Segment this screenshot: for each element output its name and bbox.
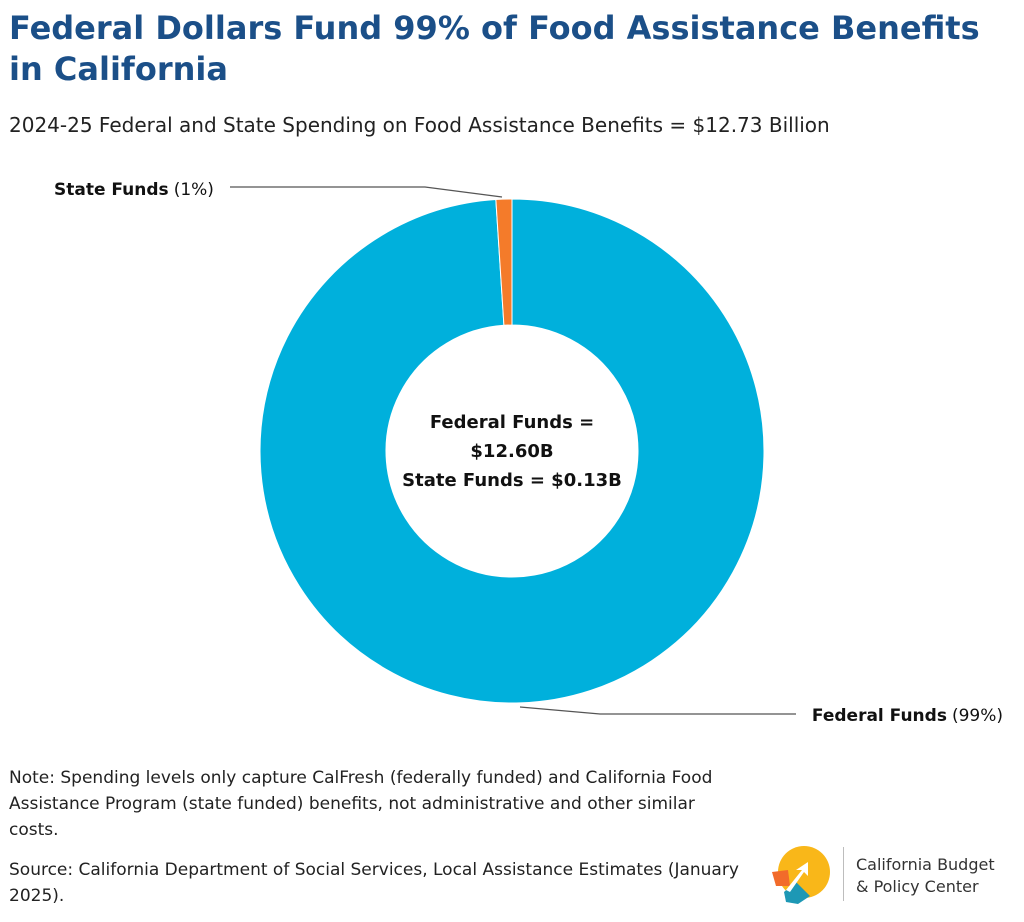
federal-funds-label: Federal Funds (99%)	[812, 706, 1003, 726]
logo-orange-shape	[772, 870, 790, 886]
state-funds-label-name: State Funds	[54, 180, 169, 200]
chart-title: Federal Dollars Fund 99% of Food Assista…	[9, 9, 980, 88]
logo-divider	[843, 847, 844, 901]
center-line-2: $12.60B	[470, 441, 553, 462]
center-line-1: Federal Funds =	[430, 412, 594, 433]
federal-funds-label-percent: (99%)	[952, 706, 1003, 726]
federal-funds-leader-line	[519, 706, 796, 715]
state-funds-label: State Funds (1%)	[54, 180, 214, 200]
state-funds-leader-line	[230, 186, 503, 198]
state-funds-label-percent: (1%)	[174, 180, 214, 200]
slice-federal-funds	[259, 198, 765, 704]
logo-line-1: California Budget	[856, 855, 995, 874]
slice-state-funds	[495, 198, 513, 326]
center-line-3: State Funds = $0.13B	[402, 470, 622, 491]
logo-line-2: & Policy Center	[856, 877, 979, 896]
logo-text: California Budget & Policy Center	[856, 854, 995, 898]
chart-source: Source: California Department of Social …	[9, 860, 739, 906]
donut-chart: State Funds (1%) Federal Funds (99%) Feder…	[54, 180, 1003, 726]
chart-note: Note: Spending levels only capture CalFr…	[9, 768, 713, 840]
cbpc-logo-icon	[772, 846, 830, 904]
donut-slices	[259, 198, 765, 704]
logo-arrow-shape	[786, 862, 808, 892]
federal-funds-label-name: Federal Funds	[812, 706, 947, 726]
chart-subtitle: 2024-25 Federal and State Spending on Fo…	[9, 113, 830, 137]
